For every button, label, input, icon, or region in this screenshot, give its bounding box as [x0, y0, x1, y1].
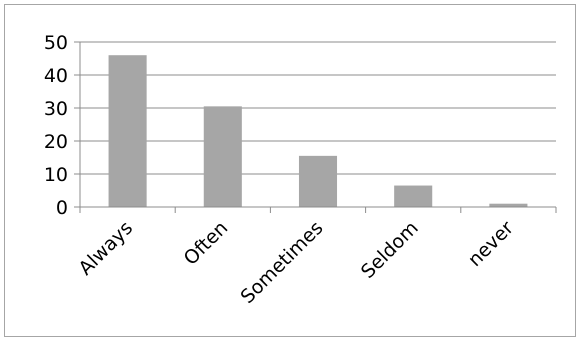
y-tick-label: 20 [44, 131, 68, 153]
chart-frame [4, 4, 576, 337]
y-tick-label: 0 [56, 197, 68, 219]
bars [108, 55, 528, 208]
x-category-label: never [464, 217, 518, 271]
axes [74, 41, 557, 213]
bar-sometimes [298, 155, 338, 207]
x-category-label: Often [180, 217, 233, 270]
y-tick-label: 10 [44, 164, 68, 186]
x-category-label: Sometimes [237, 217, 328, 308]
bar-often [203, 106, 242, 207]
bar-seldom [394, 185, 433, 207]
x-category-label: Always [74, 217, 137, 280]
bar-never [489, 203, 528, 207]
gridlines [80, 41, 556, 175]
bar-always [108, 55, 147, 208]
x-category-label: Seldom [357, 217, 423, 283]
y-tick-label: 50 [44, 32, 68, 54]
y-tick-label: 30 [44, 98, 68, 120]
y-tick-label: 40 [44, 65, 68, 87]
